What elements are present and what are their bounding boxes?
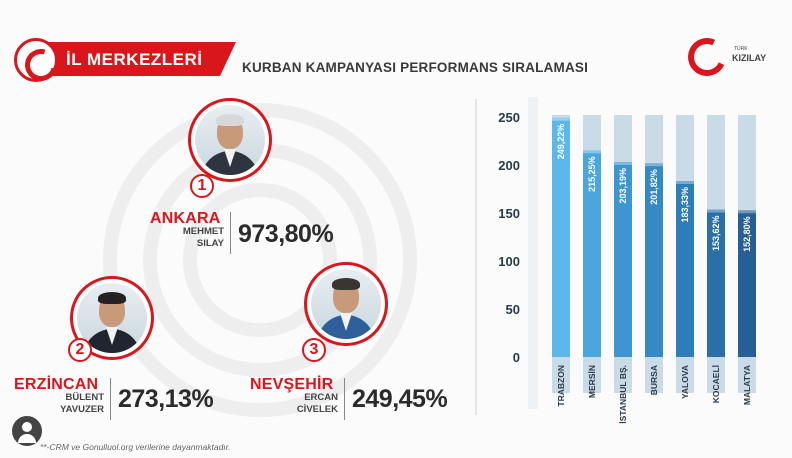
data-label: 183,33% [680, 187, 690, 223]
bar [614, 161, 632, 357]
bar-cap [552, 117, 570, 121]
banner-title: İL MERKEZLERİ [66, 50, 203, 69]
axis-panel [528, 97, 538, 409]
bar-cap [707, 209, 725, 213]
bar [645, 163, 663, 357]
y-tick-label: 50 [506, 302, 520, 317]
logo-small-text: TÜRK [734, 46, 748, 52]
bar [738, 210, 756, 357]
rank-1-city: ANKARA [150, 210, 221, 227]
kizilay-logo: TÜRK KIZILAY [682, 32, 778, 82]
footnote: **-CRM ve Gonulluol.org verilerine dayan… [40, 442, 231, 452]
bar-cap [645, 163, 663, 167]
avatar-icon[interactable] [12, 416, 42, 446]
y-tick-label: 100 [498, 254, 520, 269]
bar [707, 209, 725, 357]
bar-cap [614, 161, 632, 165]
rank-3-badge: 3 [302, 338, 326, 362]
rank-3-photo [304, 262, 388, 346]
kizilay-crescent-icon [682, 32, 732, 82]
y-tick-label: 150 [498, 206, 520, 221]
rank-3-city: NEVŞEHİR [250, 376, 334, 393]
divider [344, 378, 345, 420]
data-label: 203,19% [618, 168, 628, 204]
person-photo-icon [195, 105, 265, 175]
rank-3-percent: 249,45% [352, 385, 448, 413]
header-banner: İL MERKEZLERİ [14, 38, 236, 82]
y-tick-label: 250 [498, 110, 520, 125]
category-label: TRABZON [556, 365, 566, 407]
divider [230, 212, 231, 254]
data-label: 152,80% [742, 216, 752, 252]
performance-bar-chart: 0 50 100 150 200 250 249,22% TRABZON 215,25% MERS… [475, 97, 756, 424]
rank-2-percent: 273,13% [118, 385, 214, 413]
data-label: 153,62% [711, 216, 721, 252]
banner-bar [36, 42, 236, 76]
bar-cap [583, 150, 601, 154]
category-label: KOCAELİ [711, 365, 721, 403]
person-photo-icon [311, 269, 381, 339]
bar [676, 181, 694, 357]
crescent-logo-icon [14, 38, 58, 82]
y-tick-label: 200 [498, 158, 520, 173]
bar-cap [676, 181, 694, 185]
data-label: 201,82% [649, 169, 659, 205]
bar [583, 150, 601, 357]
rank-1-photo [188, 98, 272, 182]
y-tick-label: 0 [513, 350, 520, 365]
category-label: İSTANBUL BŞ. [618, 365, 628, 424]
category-label: YALOVA [680, 365, 690, 399]
data-label: 249,22% [556, 124, 566, 160]
bar-cap [738, 210, 756, 214]
data-label: 215,25% [587, 156, 597, 192]
rank-2-badge: 2 [68, 338, 92, 362]
rank-2-name: BÜLENT YAVUZER [60, 392, 104, 415]
category-label: MERSİN [587, 365, 597, 398]
category-label: MALATYA [742, 365, 752, 405]
logo-big-text: KIZILAY [732, 53, 767, 63]
divider [110, 378, 111, 420]
rank-3-name: ERCAN CİVELEK [296, 392, 338, 415]
category-label: BURSA [649, 365, 659, 395]
rank-1-name: MEHMET SILAY [182, 226, 224, 249]
rank-2-city: ERZİNCAN [14, 376, 99, 393]
bar [552, 117, 570, 357]
rank-1-badge: 1 [190, 174, 214, 198]
page-title: KURBAN KAMPANYASI PERFORMANS SIRALAMASI [242, 60, 589, 75]
rank-1-percent: 973,80% [238, 220, 334, 248]
